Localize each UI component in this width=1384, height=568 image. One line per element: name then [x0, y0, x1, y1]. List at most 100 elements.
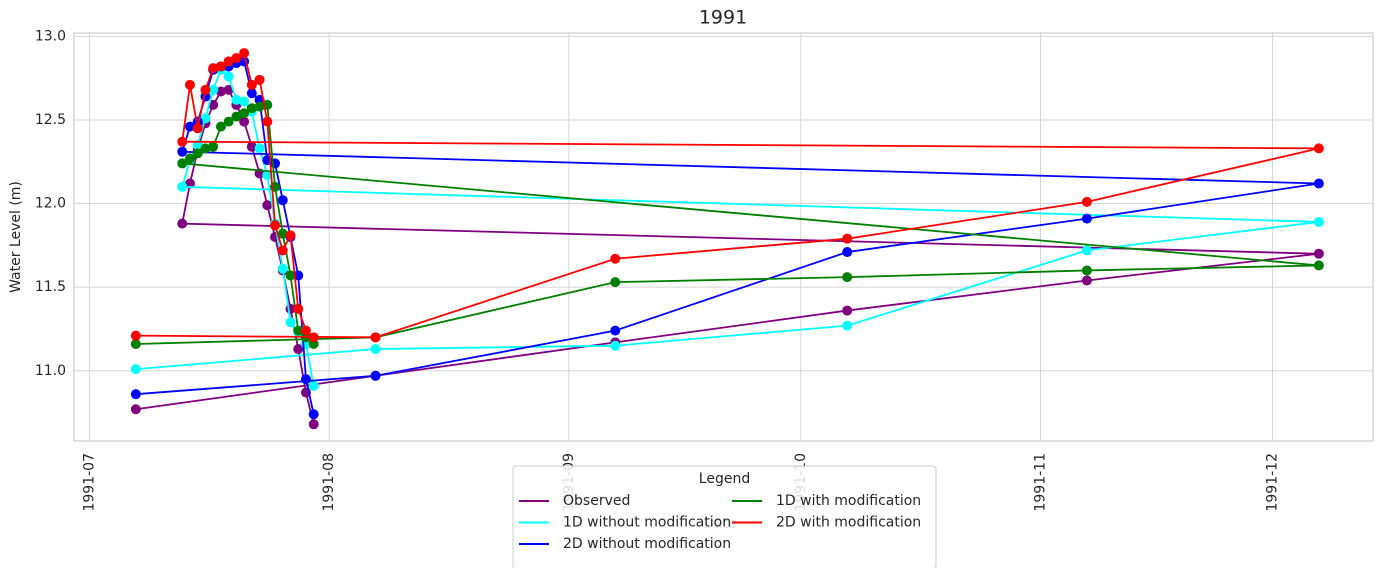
series-line: [135, 51, 1320, 339]
point: [223, 84, 234, 95]
point: [1081, 213, 1092, 224]
point: [285, 317, 296, 328]
y-axis-label: Water Level (m): [8, 181, 24, 293]
x-tick-label: 1991-08: [321, 453, 337, 512]
point: [610, 325, 621, 336]
point: [1081, 275, 1092, 286]
point: [239, 116, 250, 127]
point: [293, 325, 304, 336]
point: [200, 143, 211, 154]
series-line: [135, 68, 1319, 386]
point: [184, 153, 195, 164]
point: [177, 136, 188, 147]
point: [370, 370, 381, 381]
point: [262, 170, 273, 181]
point: [246, 103, 257, 114]
point: [610, 253, 621, 264]
point: [842, 233, 853, 244]
point: [239, 48, 250, 59]
point: [246, 88, 257, 99]
point: [231, 53, 242, 64]
point: [1313, 248, 1324, 259]
point: [610, 277, 621, 288]
point: [223, 56, 234, 67]
point: [130, 339, 141, 350]
legend-label: 2D without modification: [563, 536, 731, 552]
x-tick-label: 1991-11: [1033, 453, 1049, 512]
legend-label: 2D with modification: [776, 515, 921, 531]
point: [1313, 216, 1324, 227]
point: [370, 332, 381, 343]
point: [300, 325, 311, 336]
point: [842, 272, 853, 283]
point: [231, 111, 242, 122]
point: [200, 113, 211, 124]
point: [293, 303, 304, 314]
point: [177, 181, 188, 192]
point: [215, 61, 226, 72]
y-tick-label: 13.0: [35, 28, 66, 44]
point: [300, 374, 311, 385]
point: [184, 178, 195, 189]
point: [177, 218, 188, 229]
point: [1081, 196, 1092, 207]
point: [842, 247, 853, 258]
point: [130, 364, 141, 375]
point: [1313, 260, 1324, 271]
point: [262, 116, 273, 127]
plot-border: [73, 32, 1374, 442]
y-tick-label: 12.0: [35, 196, 66, 212]
point: [192, 123, 203, 134]
point: [610, 340, 621, 351]
series-line: [135, 103, 1319, 345]
legend-label: 1D with modification: [776, 493, 921, 509]
point: [254, 101, 265, 112]
point: [239, 108, 250, 119]
point: [308, 409, 319, 420]
point: [277, 263, 288, 274]
point: [208, 141, 219, 152]
point: [254, 143, 265, 154]
point: [246, 79, 257, 90]
point: [262, 200, 273, 211]
legend-title: Legend: [699, 471, 750, 487]
point: [842, 305, 853, 316]
point: [130, 330, 141, 341]
point: [223, 71, 234, 82]
point: [239, 96, 250, 107]
point: [200, 84, 211, 95]
point: [370, 344, 381, 355]
point: [277, 228, 288, 239]
point: [1081, 245, 1092, 256]
point: [842, 320, 853, 331]
point: [293, 344, 304, 355]
point: [215, 86, 226, 97]
point: [277, 195, 288, 206]
point: [308, 332, 319, 343]
point: [308, 419, 319, 430]
point: [177, 158, 188, 169]
x-tick-label: 1991-07: [81, 453, 97, 512]
point: [208, 84, 219, 95]
point: [277, 245, 288, 256]
y-tick-label: 11.0: [35, 363, 66, 379]
point: [208, 63, 219, 74]
legend-box: [512, 465, 937, 568]
point: [223, 116, 234, 127]
point: [184, 121, 195, 132]
point: [1081, 265, 1092, 276]
point: [177, 146, 188, 157]
series-line: [135, 88, 1319, 425]
point: [130, 404, 141, 415]
point: [184, 79, 195, 90]
point: [215, 121, 226, 132]
x-tick-label: 1991-12: [1264, 453, 1280, 512]
point: [231, 94, 242, 105]
point: [1313, 178, 1324, 189]
point: [285, 270, 296, 281]
point: [270, 220, 281, 231]
chart-title: 1991: [699, 7, 747, 29]
y-tick-label: 12.5: [35, 112, 66, 128]
legend-label: Observed: [563, 493, 630, 509]
